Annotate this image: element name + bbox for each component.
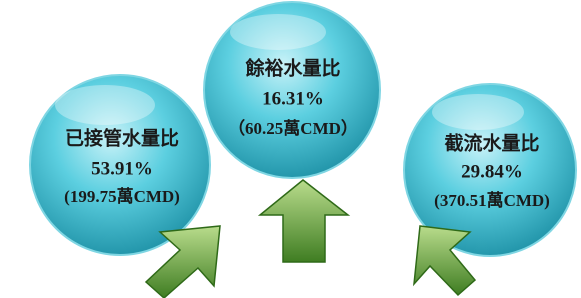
node-amount: (199.75萬CMD) <box>64 186 180 206</box>
node-label: 已接管水量比 <box>65 126 179 149</box>
node-percent: 53.91% <box>91 158 153 179</box>
node-amount: （60.25萬CMD） <box>228 118 358 138</box>
node-label: 餘裕水量比 <box>245 56 340 79</box>
arrow-right <box>414 226 475 295</box>
node-amount: (370.51萬CMD) <box>434 190 550 210</box>
node-label: 截流水量比 <box>444 131 539 154</box>
node-percent: 16.31% <box>262 88 324 109</box>
diagram: 已接管水量比 53.91% (199.75萬CMD) 餘裕水量比 16.31% … <box>0 0 581 298</box>
arrow-middle <box>260 180 348 262</box>
node-percent: 29.84% <box>461 161 523 182</box>
